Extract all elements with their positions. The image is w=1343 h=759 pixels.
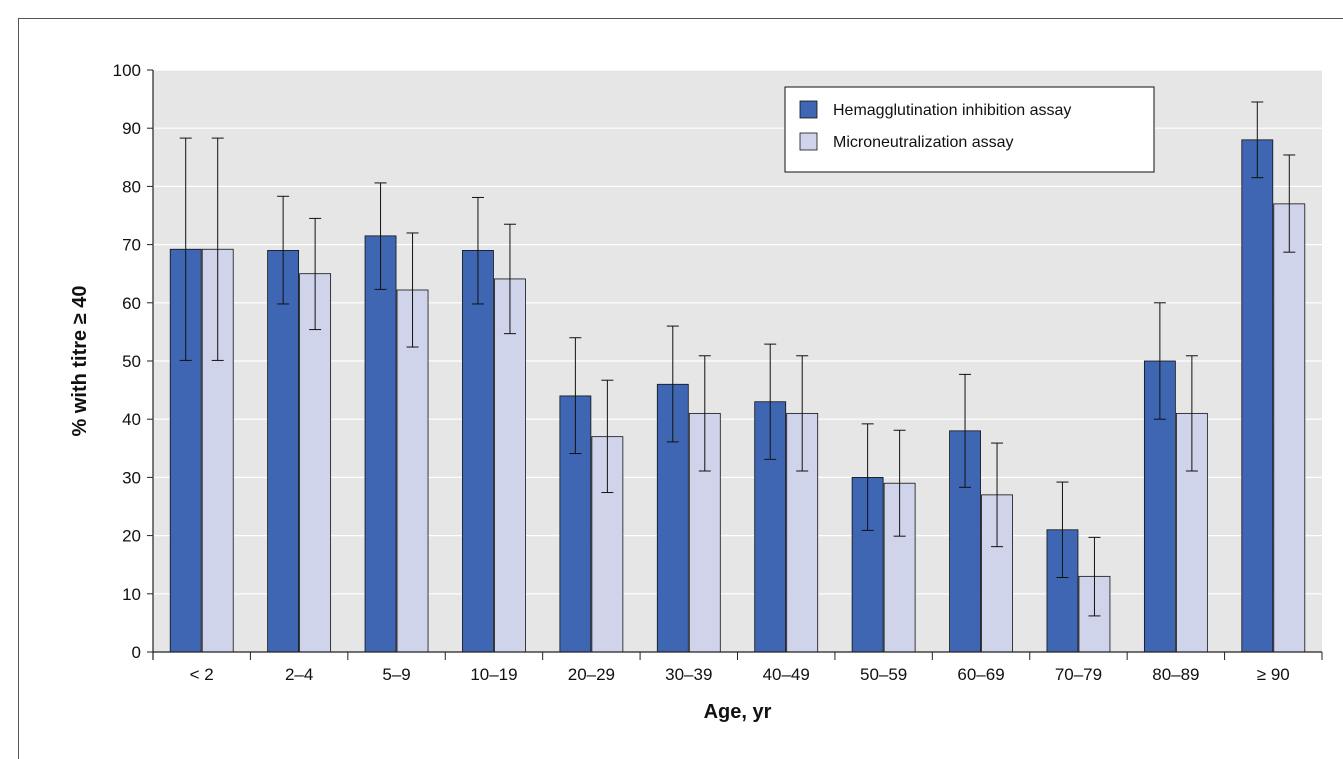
y-tick-label: 0 <box>132 643 141 662</box>
bar-hemagglutination <box>462 250 494 653</box>
y-tick-label: 50 <box>122 352 141 371</box>
bar-microneutralization <box>299 273 332 653</box>
y-tick-label: 20 <box>122 527 141 546</box>
bar-hemagglutination <box>1241 139 1274 653</box>
legend: Hemagglutination inhibition assay Micron… <box>784 86 1155 173</box>
bar-hemagglutination <box>364 235 397 653</box>
x-tick-label: 70–79 <box>1055 665 1102 684</box>
bars <box>169 139 1306 653</box>
y-tick-label: 60 <box>122 294 141 313</box>
legend-label-hemagglutination: Hemagglutination inhibition assay <box>833 102 1071 119</box>
x-tick-label: 60–69 <box>957 665 1004 684</box>
legend-box <box>784 86 1155 173</box>
legend-label-microneutralization: Microneutralization assay <box>833 134 1014 151</box>
x-tick-label: 50–59 <box>860 665 907 684</box>
x-tick-label: 30–39 <box>665 665 712 684</box>
figure-frame <box>18 18 1343 759</box>
y-tick-label: 90 <box>122 119 141 138</box>
bar-hemagglutination <box>267 250 300 653</box>
y-tick-label: 100 <box>113 61 141 80</box>
x-tick-label: 5–9 <box>382 665 410 684</box>
y-tick-label: 10 <box>122 585 141 604</box>
bar-microneutralization <box>494 278 526 653</box>
y-axis-title: % with titre ≥ 40 <box>69 285 91 436</box>
y-tick-label: 70 <box>122 236 141 255</box>
y-tick-label: 40 <box>122 410 141 429</box>
x-tick-label: 40–49 <box>763 665 810 684</box>
legend-swatch-hemagglutination <box>799 100 818 119</box>
legend-swatch-microneutralization <box>799 132 818 151</box>
x-tick-label: 80–89 <box>1152 665 1199 684</box>
x-tick-label: 10–19 <box>470 665 517 684</box>
x-axis-title: Age, yr <box>704 701 772 723</box>
y-tick-label: 80 <box>122 177 141 196</box>
x-tick-label: ≥ 90 <box>1257 665 1290 684</box>
bar-chart: 0 10 20 30 40 50 60 70 80 90 100 < 2 2–4 5–9 10–19 20–2… <box>69 61 1323 723</box>
y-tick-label: 30 <box>122 468 141 487</box>
x-tick-label: < 2 <box>190 665 214 684</box>
x-tick-label: 2–4 <box>285 665 313 684</box>
bar-microneutralization <box>1273 203 1306 653</box>
axes: 0 10 20 30 40 50 60 70 80 90 100 < 2 2–4 5–9 10–19 20–2… <box>113 61 1323 684</box>
x-tick-label: 20–29 <box>568 665 615 684</box>
error-bars <box>179 101 1296 617</box>
bar-microneutralization <box>396 289 429 653</box>
